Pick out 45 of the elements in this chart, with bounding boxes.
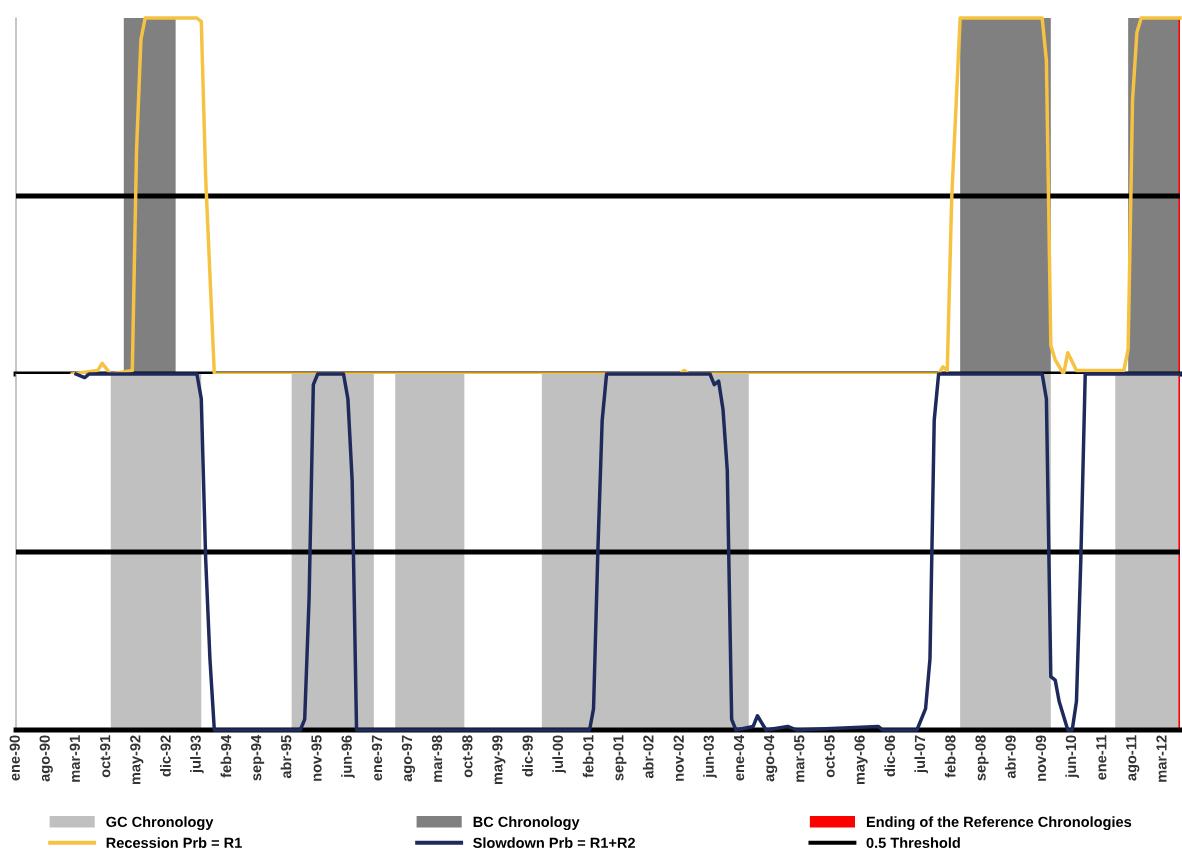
x-tick-label: abr-09	[1005, 735, 1016, 779]
x-tick-label: sep-94	[250, 734, 265, 781]
x-tick-label: oct-05	[824, 735, 835, 778]
legend-label: Recession Prb = R1	[106, 837, 242, 848]
x-tick-label: may-06	[854, 735, 868, 785]
x-tick-label: jun-96	[341, 735, 355, 779]
x-tick-label: mar-05	[794, 735, 805, 782]
x-tick-label: feb-01	[582, 735, 594, 778]
x-tick-label: feb-94	[220, 734, 232, 778]
x-tick-label: ene-90	[9, 735, 20, 781]
x-tick-label: nov-95	[311, 735, 322, 781]
x-tick-label: ene-04	[733, 734, 745, 781]
x-tick-label: ene-97	[371, 735, 383, 781]
x-tick-label: abr-95	[280, 735, 292, 779]
x-tick-label: mar-98	[431, 735, 443, 782]
x-tick-label: jul-93	[190, 735, 204, 774]
x-tick-label: sep-01	[613, 735, 627, 781]
x-tick-label: abr-02	[642, 735, 654, 779]
x-tick-label: mar-12	[1156, 735, 1167, 782]
x-tick-label: dic-06	[884, 735, 896, 777]
legend-label: 0.5 Threshold	[866, 837, 960, 848]
x-tick-label: ago-97	[401, 735, 416, 782]
x-tick-label: jun-10	[1065, 735, 1079, 779]
x-tick-label: jul-00	[552, 735, 566, 774]
x-tick-label: dic-99	[522, 735, 533, 777]
x-tick-label: nov-09	[1035, 735, 1047, 781]
x-tick-label: jul-07	[914, 735, 928, 774]
legend-label: Ending of the Reference Chronologies	[866, 816, 1132, 830]
legend-label: BC Chronology	[473, 816, 580, 830]
x-tick-label: ago-90	[39, 735, 53, 782]
legend-label: Slowdown Prb = R1+R2	[473, 837, 635, 848]
x-tick-label: may-99	[492, 735, 506, 785]
x-tick-label: jun-03	[703, 735, 717, 779]
x-tick-label: ene-11	[1096, 735, 1107, 780]
x-tick-label: ago-11	[1126, 735, 1140, 781]
x-tick-label: dic-92	[160, 735, 171, 777]
x-tick-label: may-92	[130, 735, 144, 785]
x-tick-label: oct-98	[462, 735, 473, 778]
x-tick-label: nov-02	[673, 735, 684, 781]
x-tick-label: sep-08	[975, 735, 989, 781]
legend-label: GC Chronology	[106, 816, 214, 830]
x-tick-label: ago-04	[763, 734, 778, 782]
x-tick-label: mar-91	[69, 735, 80, 782]
x-tick-label: feb-08	[944, 735, 956, 778]
x-tick-label: oct-91	[99, 735, 111, 778]
